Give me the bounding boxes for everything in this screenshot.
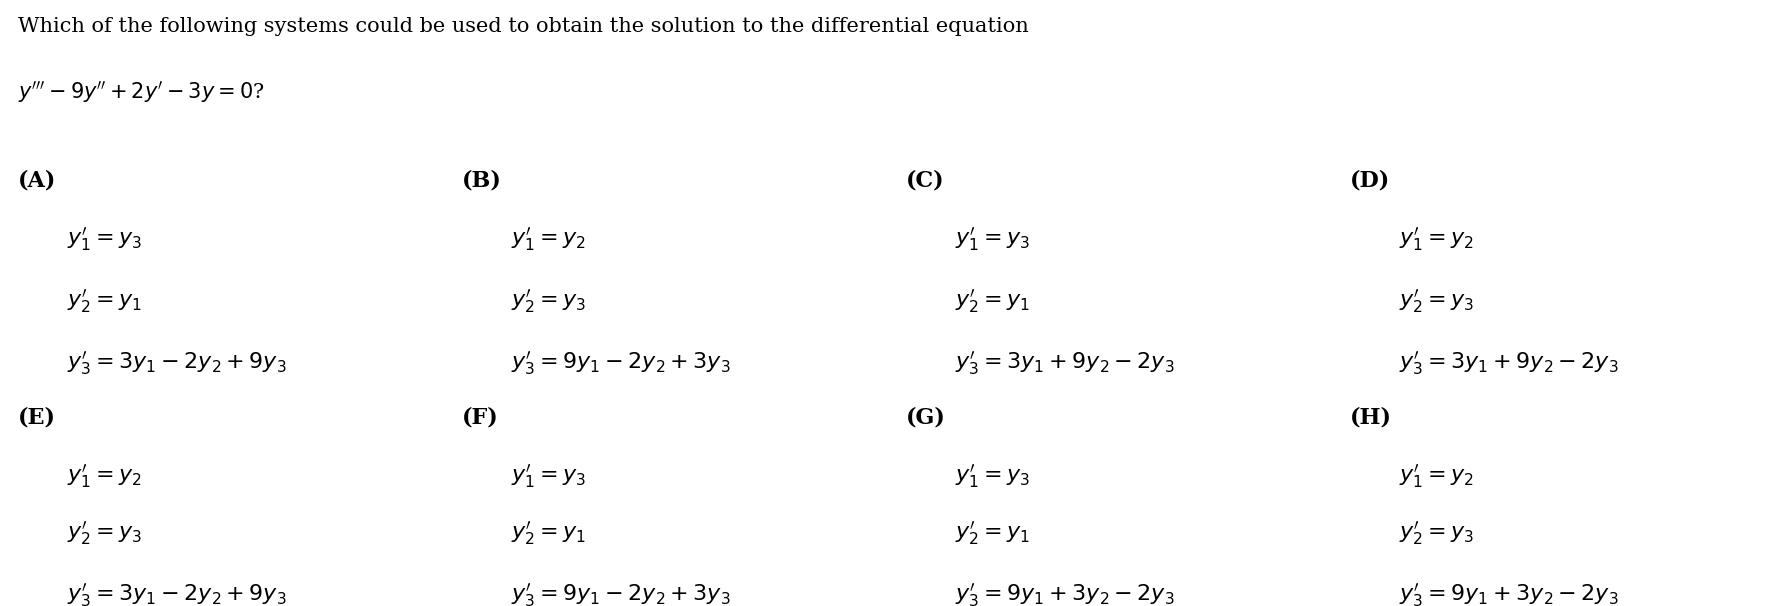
Text: $y_1' = y_3$: $y_1' = y_3$ bbox=[67, 226, 142, 253]
Text: $y_2' = y_3$: $y_2' = y_3$ bbox=[1399, 519, 1474, 547]
Text: Which of the following systems could be used to obtain the solution to the diffe: Which of the following systems could be … bbox=[18, 17, 1028, 36]
Text: $y''' - 9y'' + 2y' - 3y = 0$?: $y''' - 9y'' + 2y' - 3y = 0$? bbox=[18, 79, 265, 105]
Text: $y_2' = y_3$: $y_2' = y_3$ bbox=[1399, 288, 1474, 315]
Text: $y_2' = y_1$: $y_2' = y_1$ bbox=[955, 519, 1030, 547]
Text: $y_3' = 9y_1 - 2y_2 + 3y_3$: $y_3' = 9y_1 - 2y_2 + 3y_3$ bbox=[511, 581, 732, 606]
Text: (G): (G) bbox=[906, 407, 945, 428]
Text: $y_1' = y_3$: $y_1' = y_3$ bbox=[955, 226, 1030, 253]
Text: $y_3' = 9y_1 - 2y_2 + 3y_3$: $y_3' = 9y_1 - 2y_2 + 3y_3$ bbox=[511, 350, 732, 378]
Text: (B): (B) bbox=[462, 169, 501, 191]
Text: (F): (F) bbox=[462, 407, 499, 428]
Text: (C): (C) bbox=[906, 169, 945, 191]
Text: $y_2' = y_1$: $y_2' = y_1$ bbox=[67, 288, 142, 315]
Text: $y_3' = 3y_1 + 9y_2 - 2y_3$: $y_3' = 3y_1 + 9y_2 - 2y_3$ bbox=[1399, 350, 1620, 378]
Text: $y_3' = 3y_1 + 9y_2 - 2y_3$: $y_3' = 3y_1 + 9y_2 - 2y_3$ bbox=[955, 350, 1176, 378]
Text: (H): (H) bbox=[1350, 407, 1392, 428]
Text: $y_2' = y_3$: $y_2' = y_3$ bbox=[67, 519, 142, 547]
Text: (D): (D) bbox=[1350, 169, 1391, 191]
Text: $y_1' = y_2$: $y_1' = y_2$ bbox=[511, 226, 586, 253]
Text: $y_1' = y_2$: $y_1' = y_2$ bbox=[67, 463, 142, 490]
Text: $y_2' = y_1$: $y_2' = y_1$ bbox=[511, 519, 586, 547]
Text: $y_1' = y_2$: $y_1' = y_2$ bbox=[1399, 226, 1474, 253]
Text: $y_3' = 3y_1 - 2y_2 + 9y_3$: $y_3' = 3y_1 - 2y_2 + 9y_3$ bbox=[67, 581, 288, 606]
Text: $y_3' = 3y_1 - 2y_2 + 9y_3$: $y_3' = 3y_1 - 2y_2 + 9y_3$ bbox=[67, 350, 288, 378]
Text: $y_3' = 9y_1 + 3y_2 - 2y_3$: $y_3' = 9y_1 + 3y_2 - 2y_3$ bbox=[955, 581, 1176, 606]
Text: $y_1' = y_3$: $y_1' = y_3$ bbox=[955, 463, 1030, 490]
Text: $y_1' = y_2$: $y_1' = y_2$ bbox=[1399, 463, 1474, 490]
Text: $y_2' = y_3$: $y_2' = y_3$ bbox=[511, 288, 586, 315]
Text: $y_2' = y_1$: $y_2' = y_1$ bbox=[955, 288, 1030, 315]
Text: (A): (A) bbox=[18, 169, 57, 191]
Text: (E): (E) bbox=[18, 407, 55, 428]
Text: $y_1' = y_3$: $y_1' = y_3$ bbox=[511, 463, 586, 490]
Text: $y_3' = 9y_1 + 3y_2 - 2y_3$: $y_3' = 9y_1 + 3y_2 - 2y_3$ bbox=[1399, 581, 1620, 606]
